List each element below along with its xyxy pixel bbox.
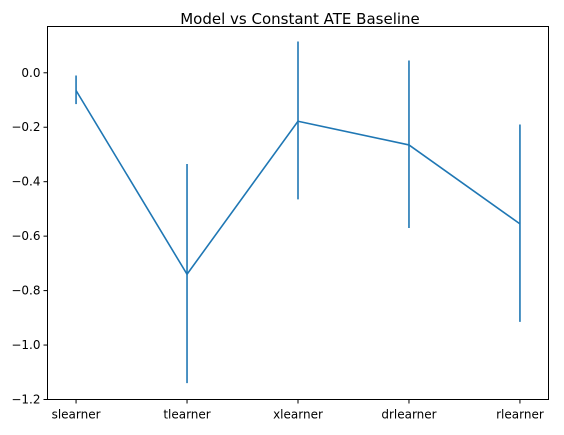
series-group xyxy=(75,90,521,276)
y-tick-label: −0.4 xyxy=(11,175,40,189)
y-tick-label: −0.6 xyxy=(11,229,40,243)
y-axis: 0.0 −0.2 −0.4 −0.6 −0.8 −1.0 −1.2 xyxy=(11,66,48,407)
x-tick-label: slearner xyxy=(52,408,101,422)
chart-title: Model vs Constant ATE Baseline xyxy=(180,10,420,28)
y-tick-label: −1.2 xyxy=(11,393,40,407)
series-line xyxy=(75,90,521,276)
error-bars xyxy=(75,41,521,384)
x-tick-label: tlearner xyxy=(163,408,210,422)
y-tick-label: −0.8 xyxy=(11,284,40,298)
x-tick-label: xlearner xyxy=(273,408,323,422)
x-axis: slearner tlearner xlearner drlearner rlearne… xyxy=(52,399,544,422)
y-tick-label: −1.0 xyxy=(11,338,40,352)
x-tick-label: drlearner xyxy=(381,408,436,422)
y-tick-label: −0.2 xyxy=(11,120,40,134)
y-tick-label: 0.0 xyxy=(21,66,40,80)
x-tick-label: rlearner xyxy=(496,408,544,422)
